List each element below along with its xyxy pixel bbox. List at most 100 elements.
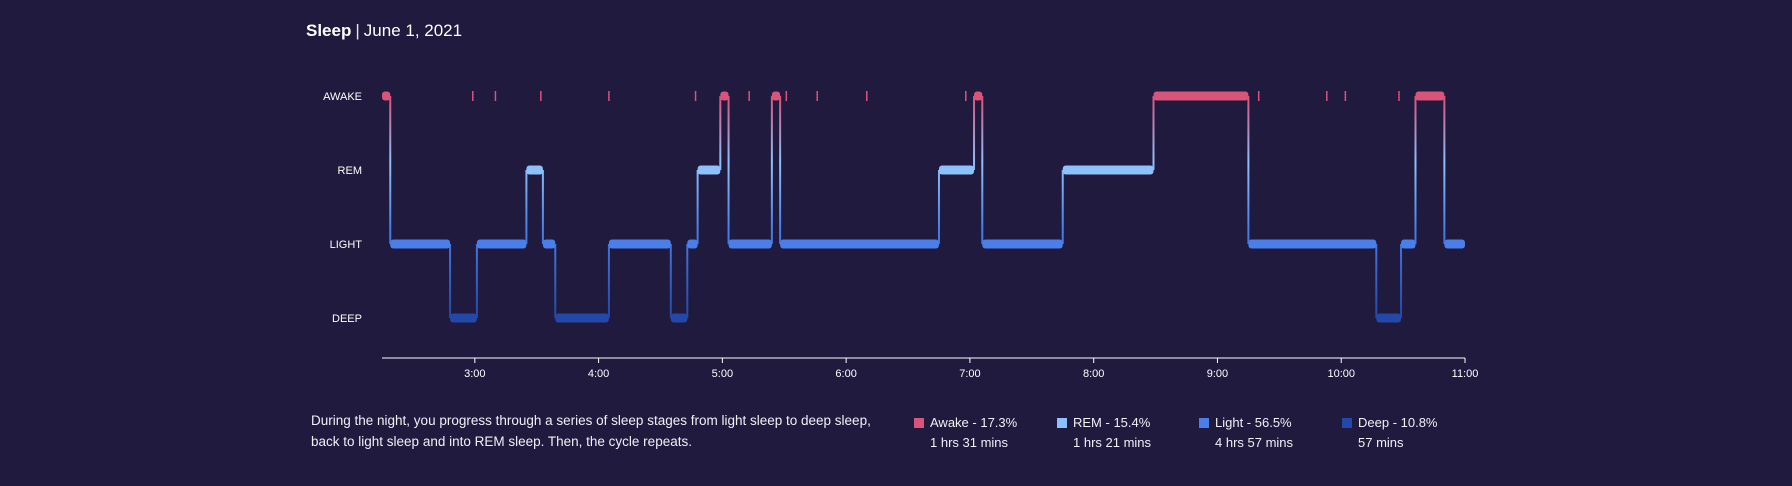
stage-transition <box>1375 244 1378 318</box>
legend-duration: 4 hrs 57 mins <box>1215 435 1294 450</box>
brief-awakening-mark <box>965 91 967 101</box>
brief-awakening-mark <box>1257 91 1260 101</box>
x-tick-label: 4:00 <box>588 368 609 380</box>
segment-light <box>1248 239 1377 249</box>
stage-transition <box>686 244 689 318</box>
segment-light <box>476 239 527 249</box>
segment-light <box>728 239 772 249</box>
page-header: Sleep | June 1, 2021 <box>306 20 462 42</box>
x-tick-label: 7:00 <box>959 368 980 380</box>
legend-swatch-rem <box>1057 418 1067 428</box>
segment-awake <box>771 91 781 101</box>
legend-swatch-deep <box>1342 418 1352 428</box>
brief-awakening-mark <box>540 91 542 101</box>
stage-transition <box>779 96 782 244</box>
segment-light <box>390 239 451 249</box>
x-tick-label: 3:00 <box>464 368 485 380</box>
legend-label: Awake - 17.3% <box>930 415 1018 430</box>
segment-light <box>687 239 698 249</box>
stage-transition <box>389 96 392 244</box>
stage-transition <box>727 96 730 244</box>
x-tick-label: 8:00 <box>1083 368 1104 380</box>
stage-transition <box>719 96 722 170</box>
stage-transition <box>669 244 672 318</box>
legend-item-light: Light - 56.5% 4 hrs 57 mins <box>1199 413 1293 453</box>
stage-segments <box>382 91 1465 323</box>
segment-deep <box>450 313 477 323</box>
stage-transition <box>1443 96 1446 244</box>
segment-light <box>982 239 1063 249</box>
segment-light <box>608 239 671 249</box>
segment-awake <box>1415 91 1445 101</box>
stage-transition <box>973 96 976 170</box>
segment-awake <box>974 91 983 101</box>
stage-transition <box>770 96 773 244</box>
brief-awakening-mark <box>494 91 497 101</box>
segment-awake <box>720 91 729 101</box>
segment-awake <box>1153 91 1249 101</box>
segment-light <box>780 239 939 249</box>
stage-transition <box>525 170 528 244</box>
segment-light <box>542 239 556 249</box>
stage-transition <box>1400 244 1403 318</box>
legend-duration: 1 hrs 31 mins <box>930 435 1009 450</box>
stage-transition <box>1414 96 1417 244</box>
brief-awakening-mark <box>1398 91 1400 101</box>
stage-transition <box>1247 96 1250 244</box>
stage-transition <box>981 96 984 244</box>
legend-item-rem: REM - 15.4% 1 hrs 21 mins <box>1057 413 1151 453</box>
brief-awakening-mark <box>866 91 868 101</box>
page-title: Sleep <box>306 21 352 40</box>
legend-item-awake: Awake - 17.3% 1 hrs 31 mins <box>914 413 1017 453</box>
stage-transition <box>541 170 544 244</box>
stage-transition <box>475 244 478 318</box>
segment-deep <box>555 313 609 323</box>
stage-transition <box>1061 170 1064 244</box>
legend-duration: 1 hrs 21 mins <box>1073 435 1152 450</box>
x-tick-label: 5:00 <box>712 368 733 380</box>
brief-awakening-mark <box>1344 91 1347 101</box>
page-date: June 1, 2021 <box>363 21 463 40</box>
chart-description: During the night, you progress through a… <box>311 413 871 449</box>
stage-transition <box>554 244 557 318</box>
x-tick-label: 10:00 <box>1327 368 1355 380</box>
stage-transition <box>696 170 699 244</box>
legend-label: REM - 15.4% <box>1073 415 1151 430</box>
brief-awakening-mark <box>472 91 474 101</box>
x-tick-label: 6:00 <box>835 368 856 380</box>
segment-deep <box>670 313 688 323</box>
legend-label: Light - 56.5% <box>1215 415 1292 430</box>
legend-item-deep: Deep - 10.8% 57 mins <box>1342 413 1438 453</box>
segment-rem <box>938 165 975 175</box>
stage-transition <box>1152 96 1155 170</box>
stage-label-awake: AWAKE <box>323 91 362 103</box>
title-separator: | <box>355 21 360 40</box>
brief-awakening-mark <box>748 91 750 101</box>
x-axis-labels: 3:00 4:00 5:00 6:00 7:00 8:00 9:00 10:00 11:00 <box>464 358 1478 380</box>
legend-label: Deep - 10.8% <box>1358 415 1438 430</box>
stage-transition <box>449 244 452 318</box>
awakening-ticks <box>472 91 1400 101</box>
segment-light <box>1444 239 1465 249</box>
segment-deep <box>1376 313 1402 323</box>
segment-rem <box>697 165 721 175</box>
legend-swatch-light <box>1199 418 1209 428</box>
stage-label-rem: REM <box>338 165 362 177</box>
segment-rem <box>526 165 543 175</box>
stage-transitions <box>389 96 1446 318</box>
stage-labels: AWAKE REM LIGHT DEEP <box>323 91 362 325</box>
stage-label-light: LIGHT <box>330 239 363 251</box>
stage-transition <box>937 170 940 244</box>
segment-rem <box>1062 165 1154 175</box>
x-tick-label: 11:00 <box>1452 368 1479 380</box>
brief-awakening-mark <box>816 91 819 101</box>
brief-awakening-mark <box>694 91 697 101</box>
brief-awakening-mark <box>785 91 788 101</box>
legend-swatch-awake <box>914 418 924 428</box>
stage-transition <box>607 244 610 318</box>
legend-duration: 57 mins <box>1358 435 1404 450</box>
segment-light <box>1401 239 1416 249</box>
segment-awake <box>382 91 391 101</box>
sleep-stages-chart: AWAKE REM LIGHT DEEP 3:00 4:00 5:00 6:00 7:00 8:… <box>323 91 1478 380</box>
brief-awakening-mark <box>608 91 610 101</box>
